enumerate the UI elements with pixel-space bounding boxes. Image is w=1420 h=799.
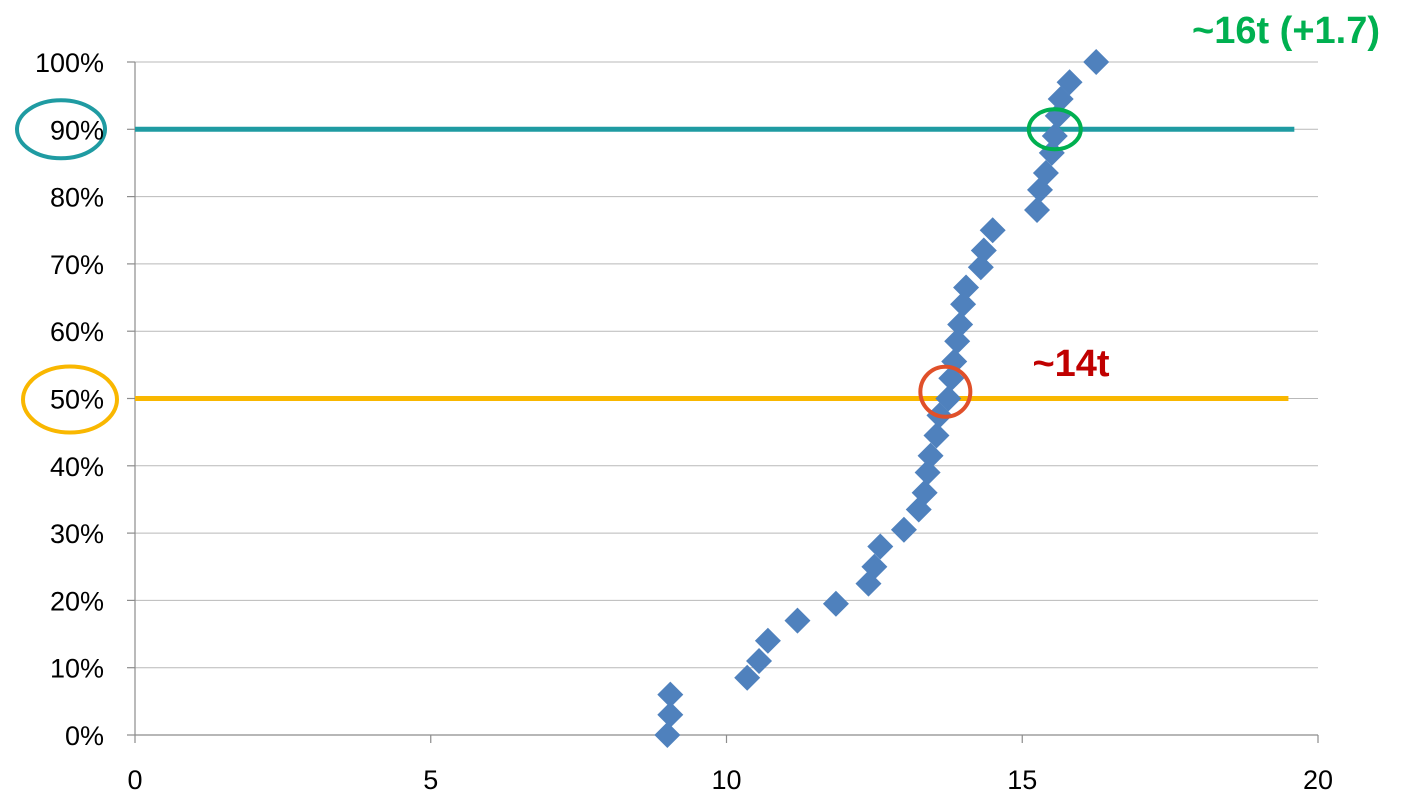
x-tick-label: 20 xyxy=(1303,765,1333,795)
y-tick-label: 50% xyxy=(50,385,104,415)
data-point xyxy=(822,590,849,617)
gridlines xyxy=(135,61,1318,669)
y-tick-label: 80% xyxy=(50,183,104,213)
y-tick-labels: 0% 10% 20% 30% 40% 50% 60% 70% 80% 90% 100% xyxy=(35,48,104,751)
data-point xyxy=(911,479,938,506)
data-point xyxy=(947,311,974,338)
x-tick-label: 5 xyxy=(423,765,438,795)
data-point xyxy=(657,701,684,728)
annotation-16t: ~16t (+1.7) xyxy=(1192,10,1380,52)
data-point xyxy=(967,254,994,281)
data-point xyxy=(970,237,997,264)
x-tick-labels: 0 5 10 15 20 xyxy=(127,765,1333,795)
data-point xyxy=(950,291,977,318)
data-point xyxy=(1024,197,1051,224)
x-tick-label: 15 xyxy=(1007,765,1037,795)
data-point xyxy=(953,274,980,301)
data-point xyxy=(890,516,917,543)
data-point xyxy=(914,459,941,486)
data-point xyxy=(923,422,950,449)
data-point xyxy=(941,348,968,375)
highlight-circles xyxy=(15,98,1083,435)
data-point xyxy=(734,664,761,691)
highlight-circle-50-point xyxy=(918,364,973,419)
data-point xyxy=(861,553,888,580)
x-tick-label: 10 xyxy=(711,765,741,795)
data-point xyxy=(1032,160,1059,187)
data-point xyxy=(657,681,684,708)
highlight-circle-90-label xyxy=(15,98,107,161)
axes xyxy=(127,61,1319,743)
data-point xyxy=(784,607,811,634)
data-point xyxy=(944,328,971,355)
y-tick-label: 90% xyxy=(50,115,104,145)
data-point xyxy=(1056,69,1083,96)
y-tick-label: 40% xyxy=(50,452,104,482)
y-tick-label: 60% xyxy=(50,317,104,347)
y-tick-label: 0% xyxy=(65,721,104,751)
data-point xyxy=(1083,49,1110,75)
y-tick-label: 10% xyxy=(50,654,104,684)
y-tick-label: 70% xyxy=(50,250,104,280)
data-point xyxy=(746,647,773,674)
highlight-circle-90-point xyxy=(1026,107,1083,152)
y-tick-label: 100% xyxy=(35,48,104,78)
data-points xyxy=(654,49,1110,748)
reference-lines xyxy=(135,126,1295,401)
data-point xyxy=(867,533,894,560)
data-point xyxy=(654,722,681,748)
y-tick-label: 30% xyxy=(50,519,104,549)
data-point xyxy=(979,217,1006,244)
annotation-14t: ~14t xyxy=(1032,343,1109,385)
data-point xyxy=(1041,123,1068,150)
y-tick-label: 20% xyxy=(50,586,104,616)
highlight-circle-50-label xyxy=(21,364,119,435)
data-point xyxy=(935,385,962,412)
data-point xyxy=(917,442,944,469)
data-point xyxy=(754,627,781,654)
x-tick-label: 0 xyxy=(127,765,142,795)
